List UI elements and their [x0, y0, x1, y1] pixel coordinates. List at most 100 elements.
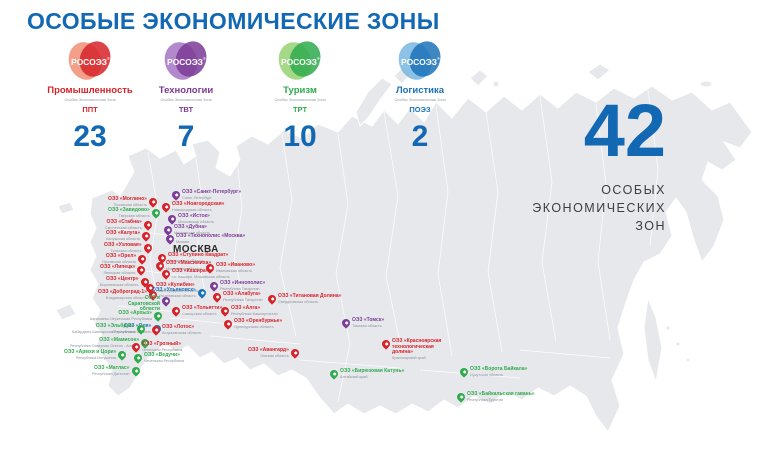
zone-label: ОЭЗ «Байкальская гавань» Республика Бурят…	[467, 391, 535, 403]
zone-name: ОЭЗ «Алга»	[231, 305, 261, 311]
zone-marker-orenburzhye: ОЭЗ «Оренбуржье» Оренбургская область	[222, 318, 282, 330]
zone-marker-mamison: ОЭЗ «Мамисон» Республика Северная Осетия …	[70, 337, 151, 349]
svg-text:®: ®	[317, 56, 320, 61]
svg-text:®: ®	[107, 56, 110, 61]
zone-marker-kashira: ОЭЗ «Кашира» г.о. Кашира, Московская обла…	[160, 268, 230, 280]
location-pin-icon	[160, 295, 172, 307]
zone-name: ОЭЗ «Максимиха»	[166, 260, 212, 266]
zone-marker-technopolis-moscow: ОЭЗ «Технополис «Москва» Москва	[164, 233, 246, 245]
zone-label: ОЭЗ «Титановая Долина» Свердловская облас…	[278, 293, 342, 304]
location-pin-icon	[152, 310, 164, 322]
zone-marker-istok: ОЭЗ «Исток» Московская область	[166, 213, 214, 225]
zone-marker-baikalskaya-gavan: ОЭЗ «Байкальская гавань» Республика Бурят…	[455, 391, 535, 403]
location-pin-icon	[170, 305, 182, 317]
zone-name: ОЭЗ «Томск»	[352, 317, 385, 323]
zone-label: ОЭЗ «Эльбрус» Кабардино-Балкарская Респуб…	[72, 323, 135, 334]
location-pin-icon	[141, 242, 154, 254]
location-pin-icon	[160, 201, 172, 213]
location-pin-icon	[129, 365, 142, 377]
page-title: ОСОБЫЕ ЭКОНОМИЧЕСКИЕ ЗОНЫ	[27, 8, 440, 34]
zone-region: Иркутская область	[470, 373, 504, 378]
island-severnaya-zemlya	[469, 69, 489, 87]
zone-label: ОЭЗ «Завидово» Тверская область	[108, 207, 150, 218]
location-pin-icon	[208, 280, 220, 292]
zone-marker-dobrograd: ОЭЗ «Доброград-1» Владимирская область	[98, 289, 159, 301]
zone-region: Московская область	[178, 220, 214, 225]
zone-marker-innopolis: ОЭЗ «Иннополис» Республика Татарстан	[208, 280, 265, 292]
island-sakhalin	[643, 297, 663, 383]
location-pin-icon	[196, 287, 208, 299]
zone-marker-novgorodskaya: ОЭЗ «Новгородская» Новгородская область	[160, 201, 225, 213]
zone-marker-tomsk: ОЭЗ «Томск» Томская область	[340, 317, 385, 329]
zone-region: Чеченская Республика	[144, 359, 185, 364]
zone-label: ОЭЗ «Орел» Орловская область	[102, 253, 137, 264]
zone-name: ОЭЗ «Стабна»	[106, 219, 142, 225]
zone-name: ОЭЗ «Новгородская»	[172, 201, 225, 207]
zone-label: ОЭЗ «Матлас» Республика Дагестан	[92, 365, 130, 377]
svg-text:РОСОЭЗ: РОСОЭЗ	[71, 57, 107, 67]
zone-name: ОЭЗ «Грозный»	[142, 341, 181, 347]
category-tvt: РОСОЭЗ ® Технологии Особая Экономическая Зо…	[121, 38, 251, 154]
location-pin-icon	[142, 219, 154, 231]
zone-name: ОЭЗ «Завидово»	[108, 207, 150, 213]
zone-name: ОЭЗ «Технополис «Москва»	[176, 233, 246, 239]
zone-name: ОЭЗ «Армхи и Цори»	[64, 349, 117, 355]
zone-name: ОЭЗ «Ведучи»	[144, 352, 180, 358]
zone-region: Ульяновская область	[158, 294, 196, 299]
zone-name: ОЭЗ «Матлас»	[93, 365, 130, 371]
zone-marker-stabna: ОЭЗ «Стабна» Смоленская область	[105, 219, 154, 231]
zone-region: Красноярский край	[392, 356, 426, 361]
location-pin-icon	[458, 366, 470, 378]
zone-label: ОЭЗ «Армхи и Цори» Республика Ингушетия	[64, 349, 117, 360]
zone-region: Республика Дагестан	[92, 372, 130, 377]
zone-name: ОЭЗ «Архыз»	[118, 310, 152, 316]
zone-name: ОЭЗ «Дубна»	[174, 224, 207, 230]
zone-region: Воронежская область	[100, 283, 139, 288]
zone-region: Московская область	[168, 259, 204, 264]
zone-marker-dubna: ОЭЗ «Дубна» Московская область	[162, 224, 210, 236]
zone-label: ОЭЗ «Оренбуржье» Оренбургская область	[234, 318, 282, 329]
zone-name: ОЭЗ «Ступино Квадрат»	[168, 252, 229, 258]
zone-marker-zavidovo: ОЭЗ «Завидово» Тверская область	[108, 207, 162, 219]
moscow-city-label: МОСКВА	[173, 244, 219, 255]
zone-label: ОЭЗ «Авангард» Омская область	[248, 347, 289, 358]
zone-region: Новгородская область	[172, 208, 212, 213]
zone-name: ОЭЗ «Орел»	[105, 253, 137, 259]
zone-marker-maksimikha: ОЭЗ «Максимиха» Московская область	[154, 260, 212, 272]
zone-region: Санкт-Петербург	[182, 196, 212, 201]
zone-label: ОЭЗ «Грозный» Чеченская Республика	[142, 341, 182, 352]
category-subtitle: Особая Экономическая Зона	[64, 97, 116, 102]
location-pin-icon	[204, 262, 216, 274]
zone-label: ОЭЗ «Новгородская» Новгородская область	[172, 201, 225, 213]
location-pin-icon	[136, 253, 148, 265]
zone-region: Томская область	[352, 324, 382, 329]
location-pin-icon	[340, 317, 352, 329]
zone-region: Республика Бурятия	[467, 398, 503, 403]
zone-marker-lipetsk: ОЭЗ «Липецк» Липецкая область	[100, 264, 148, 276]
zone-label: ОЭЗ «Дубна» Московская область	[174, 224, 210, 235]
crimea	[55, 303, 77, 321]
location-pin-icon	[134, 323, 147, 335]
zone-label: ОЭЗ «Калуга» Калужская область	[106, 230, 140, 241]
zone-region: Астраханская область	[112, 330, 152, 335]
category-poez: РОСОЭЗ ® Логистика Особая Экономическая Зон…	[355, 38, 485, 154]
zone-marker-uzlovaya: ОЭЗ «Узловая» Тульская область	[104, 242, 154, 254]
zone-marker-alabuga: ОЭЗ «Алабуга» Республика Татарстан	[211, 291, 263, 303]
zone-marker-ulyanovsk: ОЭЗ «Ульяновск» Ульяновская область	[152, 287, 208, 299]
zone-name: ОЭЗ «Липецк»	[100, 264, 136, 270]
zone-name: ОЭЗ «Кашира»	[172, 268, 209, 274]
zone-label: ОЭЗ «Лотос» Астраханская область	[162, 324, 201, 335]
zone-label: ОЭЗ «Исток» Московская область	[178, 213, 214, 225]
zone-label: ОЭЗ «Технополис «Москва» Москва	[176, 233, 246, 245]
category-name: Логистика	[395, 85, 445, 96]
zone-region: Москва	[176, 240, 189, 245]
zone-label: ОЭЗ «Тольятти» Самарская область	[182, 305, 222, 316]
zone-marker-tsentr: ОЭЗ «Центр» Воронежская область	[100, 276, 151, 288]
zone-region: Карачаево-Черкесская Республика	[90, 317, 152, 322]
zone-name: ОЭЗ «Титановая Долина»	[278, 293, 342, 299]
location-pin-icon	[211, 291, 223, 303]
zone-marker-arkhyz: ОЭЗ «Архыз» Карачаево-Черкесская Республи…	[90, 310, 164, 322]
zone-marker-elbrus: ОЭЗ «Эльбрус» Кабардино-Балкарская Респуб…	[72, 323, 147, 335]
category-count: 10	[283, 119, 317, 153]
zone-label: ОЭЗ «Кашира» г.о. Кашира, Московская обла…	[172, 268, 230, 279]
